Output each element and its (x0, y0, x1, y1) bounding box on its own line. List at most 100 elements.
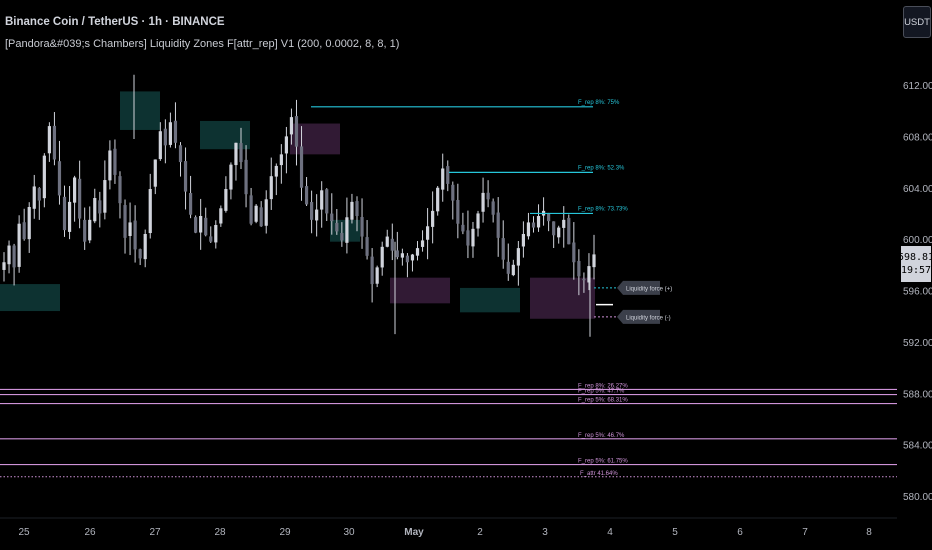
candle-body (521, 233, 526, 247)
candle-body (239, 143, 243, 163)
candle-body (289, 117, 294, 135)
candle-body (133, 220, 137, 250)
candle-body (264, 199, 268, 226)
candle-body (451, 184, 455, 201)
candle-body (224, 189, 228, 211)
candle-body (259, 207, 263, 227)
candle-body (204, 217, 208, 236)
candle-body (12, 245, 16, 268)
candle-body (244, 159, 248, 195)
candle-body (506, 261, 510, 274)
y-axis-tick-label: 608.00 (903, 132, 932, 143)
candle-body (390, 238, 394, 251)
candle-body (511, 264, 515, 276)
candle-body (254, 205, 258, 222)
candle-body (516, 248, 520, 266)
candle-body (279, 154, 283, 166)
candle-body (436, 187, 440, 212)
candle-body (98, 200, 102, 214)
y-axis-tick-label: 584.00 (903, 441, 932, 452)
candle-body (163, 128, 167, 146)
candle-body (173, 120, 178, 143)
candle-body (496, 212, 500, 238)
candle-body (577, 260, 581, 277)
currency-button[interactable]: USDT (903, 6, 931, 38)
support-level-label: F_rep 5%: 61.75% (578, 459, 628, 465)
attr-level-label: F_attr 41.64% (580, 471, 618, 477)
chart-symbol-title: Binance Coin / TetherUS · 1h · BINANCE (5, 16, 225, 28)
candle-body (62, 196, 67, 231)
candle-body (304, 186, 309, 205)
candle-body (491, 201, 495, 215)
candle-body (2, 262, 6, 270)
candle-body (531, 222, 536, 228)
candle-body (345, 217, 349, 243)
candle-body (219, 208, 223, 224)
y-axis-tick-label: 604.00 (903, 184, 932, 195)
liquidity-zone-band (530, 277, 595, 319)
y-axis-tick-label: 612.00 (903, 81, 932, 92)
candle-body (113, 148, 117, 175)
candle-body (466, 230, 470, 246)
candle-body (234, 142, 238, 166)
candle-body (153, 159, 157, 187)
candle-body (37, 188, 41, 201)
candle-body (431, 210, 435, 227)
candle-body (350, 201, 354, 220)
candle-body (355, 201, 359, 217)
y-axis-tick-label: 592.00 (903, 338, 932, 349)
liquidity-zone-band (120, 91, 160, 130)
x-axis-tick-label: 2 (477, 527, 483, 538)
candle-body (103, 180, 107, 213)
liquidity-zone-band (330, 219, 360, 242)
candle-body (188, 192, 193, 215)
candle-body (72, 177, 77, 203)
candle-body (249, 195, 253, 224)
candle-body (365, 237, 369, 256)
support-level-label: F_rep 5%: 46.7% (578, 433, 625, 439)
x-axis-tick-label: 28 (214, 527, 226, 538)
candle-body (552, 221, 556, 236)
candle-body (370, 256, 374, 285)
candle-body (471, 228, 475, 247)
x-axis-tick-label: 30 (343, 527, 355, 538)
candle-body (415, 248, 420, 256)
candle-body (501, 238, 505, 260)
candle-body (410, 254, 415, 261)
candle-body (108, 150, 112, 181)
candle-body (441, 168, 445, 190)
candle-body (93, 198, 97, 222)
candle-body (27, 207, 31, 240)
candle-body (395, 250, 399, 258)
candle-body (486, 192, 490, 200)
candle-body (420, 240, 425, 247)
candle-body (42, 155, 46, 199)
candle-body (83, 219, 87, 242)
last-price-tag: 598.81 19:57 (898, 246, 932, 282)
candle-body (183, 161, 188, 192)
resistance-level-label: F_rep 8%: 52.3% (578, 165, 625, 171)
y-axis-tick-label: 596.00 (903, 287, 932, 298)
candle-body (320, 190, 324, 210)
candle-body (456, 199, 460, 224)
x-axis-tick-label: 8 (866, 527, 872, 538)
candle-body (446, 166, 450, 184)
candle-body (32, 186, 36, 209)
liquidity-force-label: Liquidity force (-) (626, 315, 671, 321)
candle-body (375, 267, 379, 284)
resistance-level-label: F_rep 8%: 73.73% (578, 206, 628, 212)
candle-body (526, 222, 531, 237)
indicator-legend[interactable]: [Pandora&#039;s Chambers] Liquidity Zone… (5, 38, 400, 50)
candle-body (214, 224, 218, 243)
candle-body (562, 219, 566, 228)
candle-body (168, 122, 173, 145)
x-axis-tick-label: 27 (149, 527, 161, 538)
liquidity-zone-band (290, 123, 340, 155)
candle-body (88, 219, 92, 241)
y-axis-tick-label: 600.00 (903, 235, 932, 246)
candle-body (461, 224, 465, 232)
candle-body (567, 217, 571, 245)
x-axis-tick-label: 6 (737, 527, 743, 538)
candle-body (385, 236, 389, 247)
